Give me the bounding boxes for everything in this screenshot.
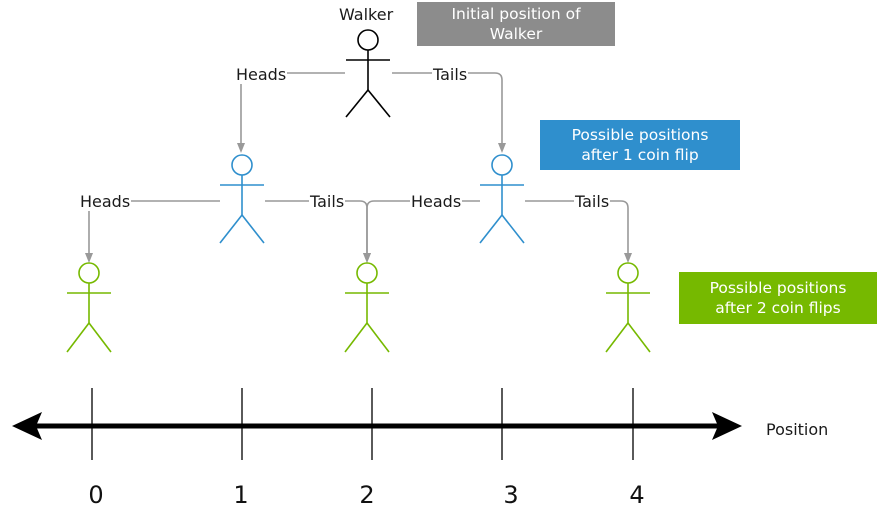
axis-tick-label-3: 3 (503, 481, 519, 509)
connector-heads-root (237, 72, 345, 153)
branch-label-heads-pos3: Heads (410, 192, 463, 211)
branch-label-heads-root: Heads (235, 65, 288, 84)
connector-heads-pos3 (363, 200, 480, 263)
axis-arrow-right (712, 412, 742, 440)
axis-tick-label-4: 4 (629, 481, 645, 509)
legend-initial-line2: Walker (489, 25, 543, 43)
walker-initial (345, 29, 391, 118)
axis-arrow-left (12, 412, 42, 440)
legend-after-2-flips: Possible positions after 2 coin flips (679, 272, 877, 324)
legend-after-1-flip: Possible positions after 1 coin flip (540, 120, 740, 170)
legend-initial-line1: Initial position of (451, 5, 581, 23)
walker-head (357, 29, 379, 51)
walker-label: Walker (339, 5, 394, 24)
connector-tails-root (392, 72, 506, 153)
number-line (12, 388, 742, 460)
axis-tick-label-0: 0 (88, 481, 104, 509)
walker-position-0 (66, 262, 112, 353)
walker-position-3 (479, 154, 525, 244)
axis-tick-label-1: 1 (233, 481, 249, 509)
walker-position-4 (605, 262, 651, 353)
connector-tails-pos3 (525, 200, 632, 263)
axis-tick-label-2: 2 (359, 481, 375, 509)
axis-label-position: Position (766, 420, 829, 439)
legend-after2-line1: Possible positions (709, 279, 847, 297)
legend-after1-line1: Possible positions (571, 126, 709, 144)
branch-label-tails-root: Tails (432, 65, 469, 84)
walker-position-2 (344, 262, 390, 353)
legend-after1-line2: after 1 coin flip (581, 146, 699, 164)
legend-initial-position: Initial position of Walker (417, 2, 615, 46)
branch-label-tails-pos3: Tails (574, 192, 611, 211)
walker-position-1 (219, 154, 265, 244)
branch-label-tails-pos1: Tails (309, 192, 346, 211)
legend-after2-line2: after 2 coin flips (715, 299, 841, 317)
branch-label-heads-pos1: Heads (79, 192, 132, 211)
